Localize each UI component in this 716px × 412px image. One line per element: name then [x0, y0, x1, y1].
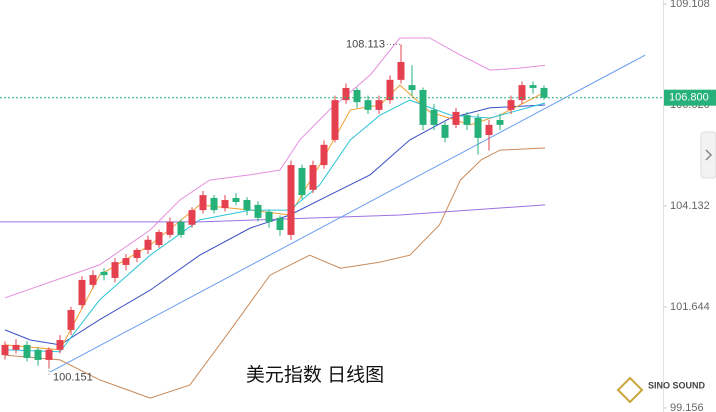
candle-body: [56, 340, 64, 350]
logo-text: SINO SOUND: [648, 380, 706, 390]
candle-body: [122, 258, 130, 265]
logo-mark: [616, 376, 644, 404]
candle-body: [133, 249, 141, 259]
candle-body: [507, 100, 515, 110]
candle-body: [518, 85, 526, 101]
indicator-line: [0, 204, 546, 223]
scroll-button-bg[interactable]: [700, 131, 716, 179]
candle-body: [287, 165, 295, 235]
candle-body: [276, 217, 284, 231]
candle-body: [243, 199, 251, 211]
candle-body: [342, 87, 350, 101]
candle-body: [265, 211, 273, 222]
indicator-line: [4, 147, 546, 399]
indicator-line: [4, 37, 546, 299]
annotation-label: 100.151: [53, 372, 93, 384]
candle-body: [441, 124, 449, 138]
candle-body: [34, 349, 42, 360]
candle-body: [67, 310, 75, 330]
candle-body: [144, 239, 152, 250]
y-tick-label: 101.644: [670, 301, 710, 313]
candle-body: [221, 199, 229, 209]
candle-body: [177, 221, 185, 235]
candle-body: [463, 115, 471, 125]
candle-body: [353, 89, 361, 103]
candle-body: [419, 89, 427, 125]
candle-body: [474, 117, 482, 138]
candle-body: [496, 120, 504, 125]
candle-body: [375, 100, 383, 110]
indicator-line: [49, 54, 646, 373]
candle-body: [111, 262, 119, 278]
logo: SINO SOUND: [616, 376, 706, 404]
candle-body: [210, 197, 218, 211]
candle-body: [12, 344, 20, 350]
candle-body: [485, 124, 493, 136]
candle-body: [320, 144, 328, 166]
candle-body: [397, 61, 405, 80]
chart-title: 美元指数 日线图: [246, 364, 384, 386]
candle-body: [452, 111, 460, 125]
indicator-line: [4, 99, 546, 353]
candle-body: [254, 204, 262, 218]
annotation-label: 108.113: [346, 38, 385, 50]
candle-body: [232, 197, 240, 203]
candle-body: [364, 100, 372, 110]
candle-body: [298, 167, 306, 196]
candle-body: [78, 279, 86, 306]
candle-body: [386, 79, 394, 101]
scroll-arrow[interactable]: [705, 149, 713, 161]
last-price-box: [664, 89, 716, 106]
candle-body: [89, 275, 97, 285]
candle-body: [331, 100, 339, 140]
candle-body: [45, 349, 53, 360]
y-tick-label: 104.132: [670, 200, 710, 212]
candle-body: [1, 344, 9, 356]
candle-body: [100, 271, 108, 276]
candle-body: [408, 85, 416, 90]
candle-body: [166, 221, 174, 235]
y-tick-label: 109.108: [670, 0, 710, 10]
candle-body: [529, 85, 537, 88]
candle-body: [430, 109, 438, 125]
candle-body: [309, 165, 317, 190]
candle-body: [540, 87, 548, 98]
y-tick-label: 99.156: [670, 402, 704, 412]
scroll-button[interactable]: [700, 131, 716, 179]
candle-body: [155, 232, 163, 246]
candle-body: [199, 195, 207, 211]
last-price-label: 106.800: [669, 92, 709, 104]
candle-body: [188, 210, 196, 225]
candle-body: [23, 344, 31, 358]
